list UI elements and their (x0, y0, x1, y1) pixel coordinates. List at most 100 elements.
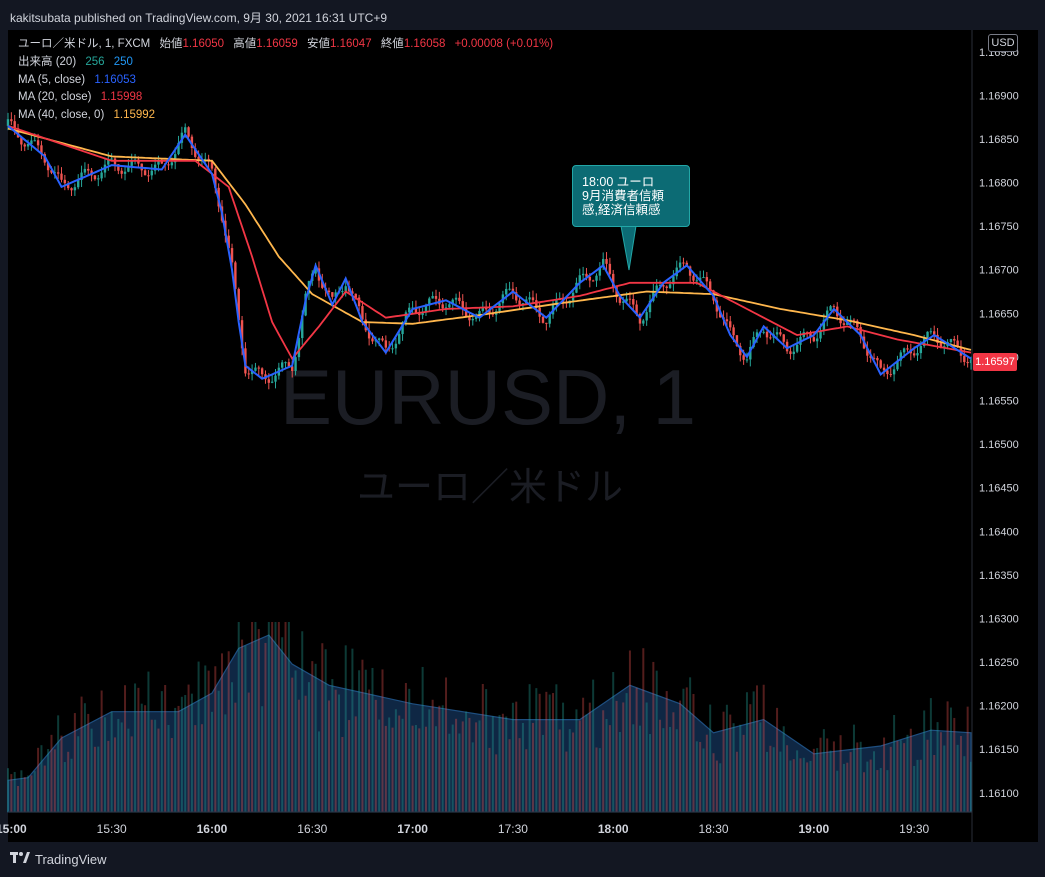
volume-bar (762, 684, 765, 812)
volume-bar (93, 746, 96, 812)
candle-body (334, 292, 337, 297)
candle-body (729, 321, 732, 328)
volume-bar (371, 667, 374, 812)
volume-bar (221, 653, 223, 812)
chart-frame[interactable] (8, 30, 1038, 842)
candle-body (287, 362, 291, 367)
volume-bar (194, 725, 197, 812)
volume-bar (505, 716, 508, 812)
candle-body (585, 273, 588, 277)
volume-bar (859, 741, 862, 812)
candle-body (408, 307, 411, 313)
volume-bar (585, 714, 588, 812)
candle-body (775, 332, 779, 335)
volume-bar (23, 777, 26, 812)
candle-body (270, 381, 274, 383)
volume-bar (231, 682, 234, 812)
volume-layer (7, 622, 972, 813)
candle-body (381, 338, 384, 341)
candle-body (842, 323, 846, 325)
volume-bar (562, 702, 565, 812)
volume-bar (618, 732, 621, 812)
volume-bar (461, 721, 464, 812)
candle-body (812, 337, 816, 342)
candle-body (291, 366, 294, 371)
volume-bar (190, 693, 193, 812)
candle-body (578, 275, 581, 283)
candle-body (953, 338, 956, 341)
candle-body (745, 359, 749, 361)
candle-body (30, 140, 33, 144)
volume-bar (946, 701, 949, 812)
volume-bar (114, 737, 116, 812)
y-tick-label: 1.16350 (979, 570, 1019, 582)
volume-bar (863, 772, 865, 812)
candle-body (846, 322, 849, 325)
candle-body (10, 119, 13, 122)
volume-bar (17, 785, 20, 812)
volume-bar (929, 698, 932, 812)
volume-bar (909, 728, 912, 812)
event-annotation[interactable]: 18:00 ユーロ 9月消費者信頼 感,経済信頼感 (572, 165, 690, 227)
volume-bar (839, 735, 842, 812)
volume-bar (13, 771, 16, 812)
candle-body (822, 319, 826, 331)
volume-bar (953, 717, 956, 812)
x-axis[interactable]: 15:00 15:30 16:00 16:30 17:00 17:30 18:00 18:30… (0, 811, 972, 836)
tradingview-logo[interactable]: TradingView (10, 852, 107, 867)
y-axis[interactable]: 1.169501.169001.168501.168001.167501.167… (971, 30, 1019, 842)
candle-body (478, 310, 481, 315)
candle-body (384, 340, 388, 348)
candle-body (16, 128, 20, 138)
candle-body (190, 136, 194, 148)
candle-body (107, 159, 110, 165)
volume-bar (852, 724, 855, 812)
candle-body (662, 285, 665, 287)
ma20-line (7, 125, 972, 361)
volume-bar (421, 666, 424, 812)
volume-bar (578, 720, 581, 812)
candle-body (591, 280, 595, 282)
candle-body (170, 162, 174, 166)
y-tick-label: 1.16650 (979, 308, 1019, 320)
candle-body (214, 168, 217, 188)
volume-bar (358, 670, 361, 812)
candle-body (518, 300, 521, 305)
candle-body (725, 319, 729, 322)
volume-bar (949, 707, 952, 812)
candle-body (344, 286, 347, 292)
candle-body (826, 310, 829, 320)
candle-body (541, 316, 545, 323)
candle-body (856, 320, 859, 328)
volume-bar (575, 709, 578, 812)
volume-bar (107, 740, 110, 812)
volume-bar (638, 725, 641, 812)
volume-bar (565, 751, 568, 812)
volume-bar (485, 689, 488, 812)
volume-bar (966, 706, 969, 812)
candle-body (608, 263, 612, 274)
volume-bar (789, 760, 792, 812)
volume-bar (130, 736, 133, 812)
volume-bar (328, 700, 330, 812)
volume-bar (521, 722, 524, 812)
volume-bar (672, 712, 675, 812)
candle-body (698, 277, 702, 281)
volume-bar (883, 737, 886, 812)
volume-bar (435, 726, 437, 812)
volume-bar (649, 734, 651, 812)
volume-bar (217, 690, 220, 812)
volume-bar (936, 722, 939, 812)
volume-bar (274, 622, 277, 812)
candle-body (180, 132, 184, 143)
currency-button[interactable]: USD (988, 34, 1018, 52)
volume-bar (873, 751, 876, 812)
volume-bar (729, 714, 732, 812)
volume-bar (511, 702, 514, 812)
volume-bar (625, 693, 628, 812)
candle-body (418, 312, 421, 316)
candle-body (184, 127, 187, 133)
volume-bar (632, 724, 635, 812)
volume-bar (722, 711, 725, 812)
